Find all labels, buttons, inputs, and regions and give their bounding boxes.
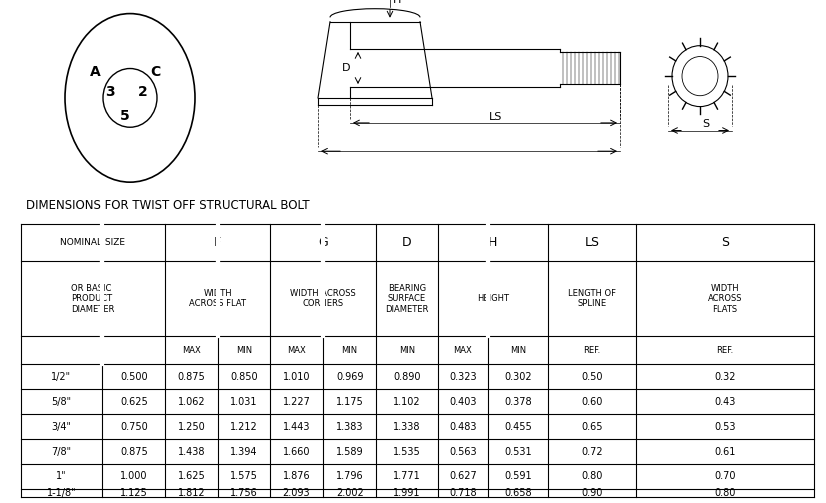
Text: 1": 1" <box>56 471 67 481</box>
Text: 0.591: 0.591 <box>505 471 532 481</box>
Text: 1.031: 1.031 <box>230 397 258 406</box>
Text: 1.175: 1.175 <box>336 397 363 406</box>
Text: S: S <box>721 236 729 249</box>
Text: 1.589: 1.589 <box>336 447 363 457</box>
Text: 0.969: 0.969 <box>336 372 363 382</box>
Text: MIN: MIN <box>342 346 358 355</box>
Text: H: H <box>393 0 401 6</box>
Text: 0.563: 0.563 <box>449 447 477 457</box>
Text: 1.000: 1.000 <box>120 471 148 481</box>
Text: 5/8": 5/8" <box>51 397 72 406</box>
Text: 1.227: 1.227 <box>282 397 311 406</box>
Text: REF.: REF. <box>583 346 601 355</box>
Text: WIDTH ACROSS
CORNERS: WIDTH ACROSS CORNERS <box>290 289 356 308</box>
Text: 0.50: 0.50 <box>582 372 603 382</box>
Text: DIMENSIONS FOR TWIST OFF STRUCTURAL BOLT: DIMENSIONS FOR TWIST OFF STRUCTURAL BOLT <box>26 199 310 212</box>
Text: 0.72: 0.72 <box>582 447 603 457</box>
Text: 7/8": 7/8" <box>51 447 72 457</box>
Text: NOMINAL SIZE: NOMINAL SIZE <box>60 238 126 247</box>
Text: 0.302: 0.302 <box>505 372 532 382</box>
Text: 1.812: 1.812 <box>178 488 205 498</box>
Text: 1.102: 1.102 <box>393 397 420 406</box>
Text: 1.625: 1.625 <box>178 471 206 481</box>
Text: D: D <box>342 63 350 73</box>
Text: 0.323: 0.323 <box>449 372 477 382</box>
Text: 0.875: 0.875 <box>178 372 206 382</box>
Text: 0.65: 0.65 <box>582 422 603 432</box>
Text: 3/4": 3/4" <box>51 422 71 432</box>
Text: A: A <box>90 65 101 79</box>
Text: 1.796: 1.796 <box>336 471 363 481</box>
Text: 2.093: 2.093 <box>282 488 311 498</box>
Text: 1.443: 1.443 <box>282 422 311 432</box>
Text: 1.876: 1.876 <box>282 471 311 481</box>
Text: 2: 2 <box>138 85 148 99</box>
Text: HEIGHT: HEIGHT <box>477 294 509 303</box>
Text: 1-1/8": 1-1/8" <box>46 488 76 498</box>
Text: 1.394: 1.394 <box>230 447 258 457</box>
Text: H: H <box>488 236 497 249</box>
Text: 0.750: 0.750 <box>120 422 148 432</box>
Text: G: G <box>318 236 328 249</box>
Text: 0.658: 0.658 <box>505 488 532 498</box>
Text: 0.32: 0.32 <box>714 372 736 382</box>
Text: MIN: MIN <box>510 346 526 355</box>
Text: 1.756: 1.756 <box>230 488 258 498</box>
Text: S: S <box>702 119 710 129</box>
Text: 0.890: 0.890 <box>393 372 420 382</box>
Text: MAX: MAX <box>182 346 201 355</box>
Text: 0.378: 0.378 <box>505 397 532 406</box>
Text: MAX: MAX <box>453 346 472 355</box>
Text: 1.660: 1.660 <box>282 447 311 457</box>
Text: 1.062: 1.062 <box>178 397 205 406</box>
Text: 0.455: 0.455 <box>504 422 532 432</box>
Text: 1.575: 1.575 <box>230 471 258 481</box>
Text: 0.80: 0.80 <box>714 488 736 498</box>
Text: 0.625: 0.625 <box>120 397 148 406</box>
Text: 0.90: 0.90 <box>582 488 603 498</box>
Text: 0.850: 0.850 <box>230 372 258 382</box>
Text: 0.500: 0.500 <box>120 372 148 382</box>
Text: 1.250: 1.250 <box>178 422 206 432</box>
Text: 1.212: 1.212 <box>230 422 258 432</box>
Text: 1.338: 1.338 <box>393 422 420 432</box>
Text: 1.010: 1.010 <box>282 372 311 382</box>
Text: LS: LS <box>489 112 502 122</box>
Text: 1.535: 1.535 <box>393 447 420 457</box>
Text: MAX: MAX <box>287 346 306 355</box>
Text: 3: 3 <box>105 85 115 99</box>
Text: OR BASIC
PRODUCT
DIAMETER: OR BASIC PRODUCT DIAMETER <box>71 284 115 314</box>
Text: 0.531: 0.531 <box>505 447 532 457</box>
Text: C: C <box>150 65 160 79</box>
Text: WIDTH
ACROSS FLAT: WIDTH ACROSS FLAT <box>189 289 246 308</box>
Text: 1.383: 1.383 <box>336 422 363 432</box>
Text: 1.438: 1.438 <box>178 447 205 457</box>
Text: 0.483: 0.483 <box>449 422 477 432</box>
Text: WIDTH
ACROSS
FLATS: WIDTH ACROSS FLATS <box>708 284 743 314</box>
Text: 0.80: 0.80 <box>582 471 603 481</box>
Text: 0.403: 0.403 <box>449 397 477 406</box>
Text: F: F <box>214 236 221 249</box>
Text: LENGTH OF
SPLINE: LENGTH OF SPLINE <box>568 289 616 308</box>
Text: MIN: MIN <box>235 346 252 355</box>
Text: 1.771: 1.771 <box>393 471 420 481</box>
Text: LS: LS <box>585 236 600 249</box>
Text: BEARING
SURFACE
DIAMETER: BEARING SURFACE DIAMETER <box>385 284 429 314</box>
Text: 1/2": 1/2" <box>51 372 72 382</box>
Text: 0.718: 0.718 <box>449 488 477 498</box>
Text: 0.60: 0.60 <box>582 397 603 406</box>
Text: 1.991: 1.991 <box>393 488 420 498</box>
Text: 2.002: 2.002 <box>336 488 363 498</box>
Text: 5: 5 <box>120 109 130 123</box>
Text: MIN: MIN <box>399 346 415 355</box>
Text: 0.61: 0.61 <box>714 447 736 457</box>
Text: 0.53: 0.53 <box>714 422 736 432</box>
Text: REF.: REF. <box>716 346 733 355</box>
Text: D: D <box>402 236 411 249</box>
Text: 0.875: 0.875 <box>120 447 148 457</box>
Text: 0.70: 0.70 <box>714 471 736 481</box>
Text: 1.125: 1.125 <box>120 488 148 498</box>
Text: 0.43: 0.43 <box>714 397 736 406</box>
Text: 0.627: 0.627 <box>449 471 477 481</box>
